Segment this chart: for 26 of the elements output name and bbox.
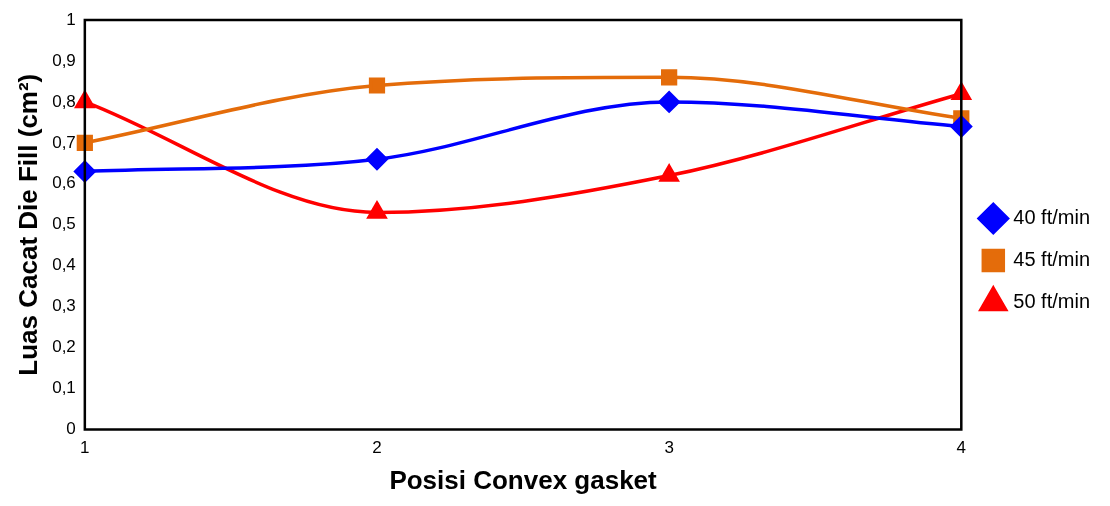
y-tick-label: 1 bbox=[66, 9, 76, 29]
y-tick-label: 0,5 bbox=[52, 214, 76, 234]
x-tick-label: 2 bbox=[372, 438, 382, 458]
legend-label: 45 ft/min bbox=[1013, 248, 1090, 271]
y-axis-title: Luas Cacat Die Fill (cm²) bbox=[12, 73, 43, 376]
y-tick-label: 0,9 bbox=[52, 50, 76, 70]
y-tick-label: 0,3 bbox=[52, 296, 76, 316]
x-tick-label: 4 bbox=[956, 438, 967, 458]
y-tick-label: 0 bbox=[66, 419, 76, 439]
x-tick-label: 1 bbox=[80, 438, 90, 458]
point bbox=[658, 91, 680, 113]
y-tick-label: 0,1 bbox=[52, 378, 76, 398]
x-tick-label: 3 bbox=[664, 438, 674, 458]
point bbox=[368, 77, 386, 94]
point bbox=[661, 69, 678, 86]
y-tick-label: 0,6 bbox=[52, 173, 76, 193]
x-axis-title: Posisi Convex gasket bbox=[389, 464, 658, 495]
point bbox=[366, 148, 388, 170]
legend-label: 50 ft/min bbox=[1013, 290, 1090, 313]
y-tick-label: 0,4 bbox=[52, 255, 76, 275]
y-tick-label: 0,7 bbox=[52, 132, 76, 152]
y-tick-label: 0,2 bbox=[52, 337, 76, 357]
y-tick-label: 0,8 bbox=[52, 91, 76, 111]
legend-label: 40 ft/min bbox=[1013, 206, 1090, 229]
point bbox=[367, 201, 387, 219]
point bbox=[659, 164, 679, 182]
